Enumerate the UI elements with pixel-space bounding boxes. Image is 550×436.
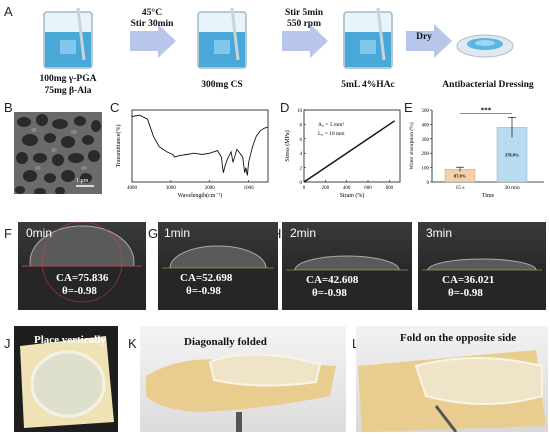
panel-letter-b: B	[4, 100, 13, 115]
beaker1-label-line1: 100mg γ-PGA	[39, 74, 97, 84]
x-tick-label: 800	[386, 186, 394, 191]
process-arrow	[282, 24, 328, 58]
annotation-a0: A₀ = 5 mm²	[318, 122, 344, 128]
beaker3-label: 5mL 4%HAc	[341, 80, 395, 90]
contact-angle-photo: 2min CA=42.608 θ=-0.98	[282, 222, 412, 310]
arrow2-label-line2: 550 rpm	[286, 19, 322, 29]
beaker-icon	[343, 8, 393, 69]
panel-letter-d: D	[280, 100, 290, 115]
photo-label: Place vertically	[34, 334, 106, 346]
x-tick-label: 1000	[244, 186, 255, 191]
x-tick-label: 2000	[205, 186, 216, 191]
x-tick-label: 400	[343, 186, 351, 191]
y-tick-label: 300	[422, 138, 430, 143]
water-absorption-chart: 0 100 200 300 400 500 87.8% 15 s 378.8% 30 min ***…	[408, 106, 544, 199]
theta-value: θ=-0.98	[62, 285, 97, 297]
theta-value: θ=-0.98	[448, 287, 483, 299]
time-label: 2min	[290, 226, 317, 240]
panel-letter-l: L	[352, 336, 359, 351]
panel-letter-k: K	[128, 336, 137, 351]
product-label: Antibacterial Dressing	[442, 80, 534, 90]
ftir-series-line	[131, 114, 269, 176]
y-tick-label: 0	[300, 181, 303, 186]
y-axis-label: Stress (MPa)	[284, 130, 291, 161]
contact-angle-photo: 0min CA=75.836 θ=-0.98	[18, 222, 146, 310]
stress-strain-chart: 0 200 400 600 800 0 2 4 6 8 10 A₀ = 5 mm² L₀ = 10 mm…	[284, 109, 401, 199]
time-label: 0min	[26, 226, 53, 240]
panel-letter-g: G	[148, 226, 159, 241]
theta-value: θ=-0.98	[186, 285, 221, 297]
panel-letter-j: J	[4, 336, 11, 351]
y-tick-label: 4	[300, 152, 303, 157]
panel-letter-c: C	[110, 100, 120, 115]
stress-strain-line	[303, 120, 396, 183]
annotation-l0: L₀ = 10 mm	[318, 131, 345, 137]
ftir-chart: 4000 3000 2000 1000 Wavelength(cm⁻¹) Transmit…	[115, 109, 269, 199]
plot-frame	[131, 109, 269, 183]
dressing-photo: Fold on the opposite side	[356, 326, 548, 432]
significance-label: ***	[481, 106, 492, 114]
beaker-icon	[197, 8, 247, 69]
data-label: 87.8%	[454, 174, 467, 179]
data-label: 378.8%	[505, 153, 520, 158]
x-axis-label: Wavelength(cm⁻¹)	[178, 192, 223, 199]
x-tick-label: 4000	[127, 186, 138, 191]
x-tick-label: 15 s	[455, 185, 464, 191]
beaker2-label: 300mg CS	[201, 80, 243, 90]
petri-dish-icon	[456, 34, 514, 58]
ca-value: CA=52.698	[180, 272, 233, 284]
contact-angle-photo: 1min CA=52.698 θ=-0.98	[158, 222, 278, 310]
x-axis-label: Strain (%)	[340, 192, 365, 199]
arrow3-label: Dry	[416, 32, 432, 42]
sem-image	[14, 112, 102, 194]
panel-letter-a: A	[4, 4, 13, 19]
panel-letter-f: F	[4, 226, 12, 241]
x-tick-label: 200	[322, 186, 330, 191]
y-tick-label: 8	[300, 123, 303, 128]
ca-value: CA=42.608	[306, 274, 359, 286]
dressing-photo: Diagonally folded	[140, 326, 346, 432]
ca-value: CA=75.836	[56, 272, 109, 284]
plot-frame	[303, 109, 401, 183]
beaker-icon	[43, 8, 93, 69]
photo-label: Diagonally folded	[184, 336, 267, 348]
beaker1-label-line2: 75mg β-Ala	[44, 86, 92, 96]
x-axis-label: Time	[482, 193, 495, 199]
y-tick-label: 500	[422, 109, 430, 114]
photo-label: Fold on the opposite side	[400, 332, 517, 344]
ca-value: CA=36.021	[442, 274, 495, 286]
y-tick-label: 10	[297, 109, 303, 114]
process-arrow	[406, 24, 452, 58]
y-tick-label: 100	[422, 167, 430, 172]
y-tick-label: 200	[422, 152, 430, 157]
x-tick-label: 30 min	[504, 185, 520, 191]
panel-letter-e: E	[404, 100, 413, 115]
y-tick-label: 2	[300, 167, 303, 172]
y-tick-label: 6	[300, 138, 303, 143]
arrow1-label-line1: 45°C	[141, 8, 163, 18]
time-label: 3min	[426, 226, 453, 240]
y-tick-label: 0	[427, 181, 430, 186]
x-tick-label: 3000	[166, 186, 177, 191]
process-arrow	[130, 24, 176, 58]
theta-value: θ=-0.98	[312, 287, 347, 299]
y-axis-label: Transmittance(%)	[115, 124, 122, 167]
x-tick-label: 0	[303, 186, 306, 191]
x-tick-label: 600	[364, 186, 372, 191]
time-label: 1min	[164, 226, 191, 240]
dressing-photo: Place vertically	[14, 326, 118, 432]
arrow2-label-line1: Stir 5min	[284, 8, 324, 18]
y-tick-label: 400	[422, 123, 430, 128]
sem-scale-bar-label: 1 μm	[76, 178, 89, 184]
y-axis-label: Water absorption (%)	[408, 122, 415, 169]
contact-angle-photo: 3min CA=36.021 θ=-0.98	[418, 222, 546, 310]
arrow1-label-line2: Stir 30min	[130, 19, 174, 29]
